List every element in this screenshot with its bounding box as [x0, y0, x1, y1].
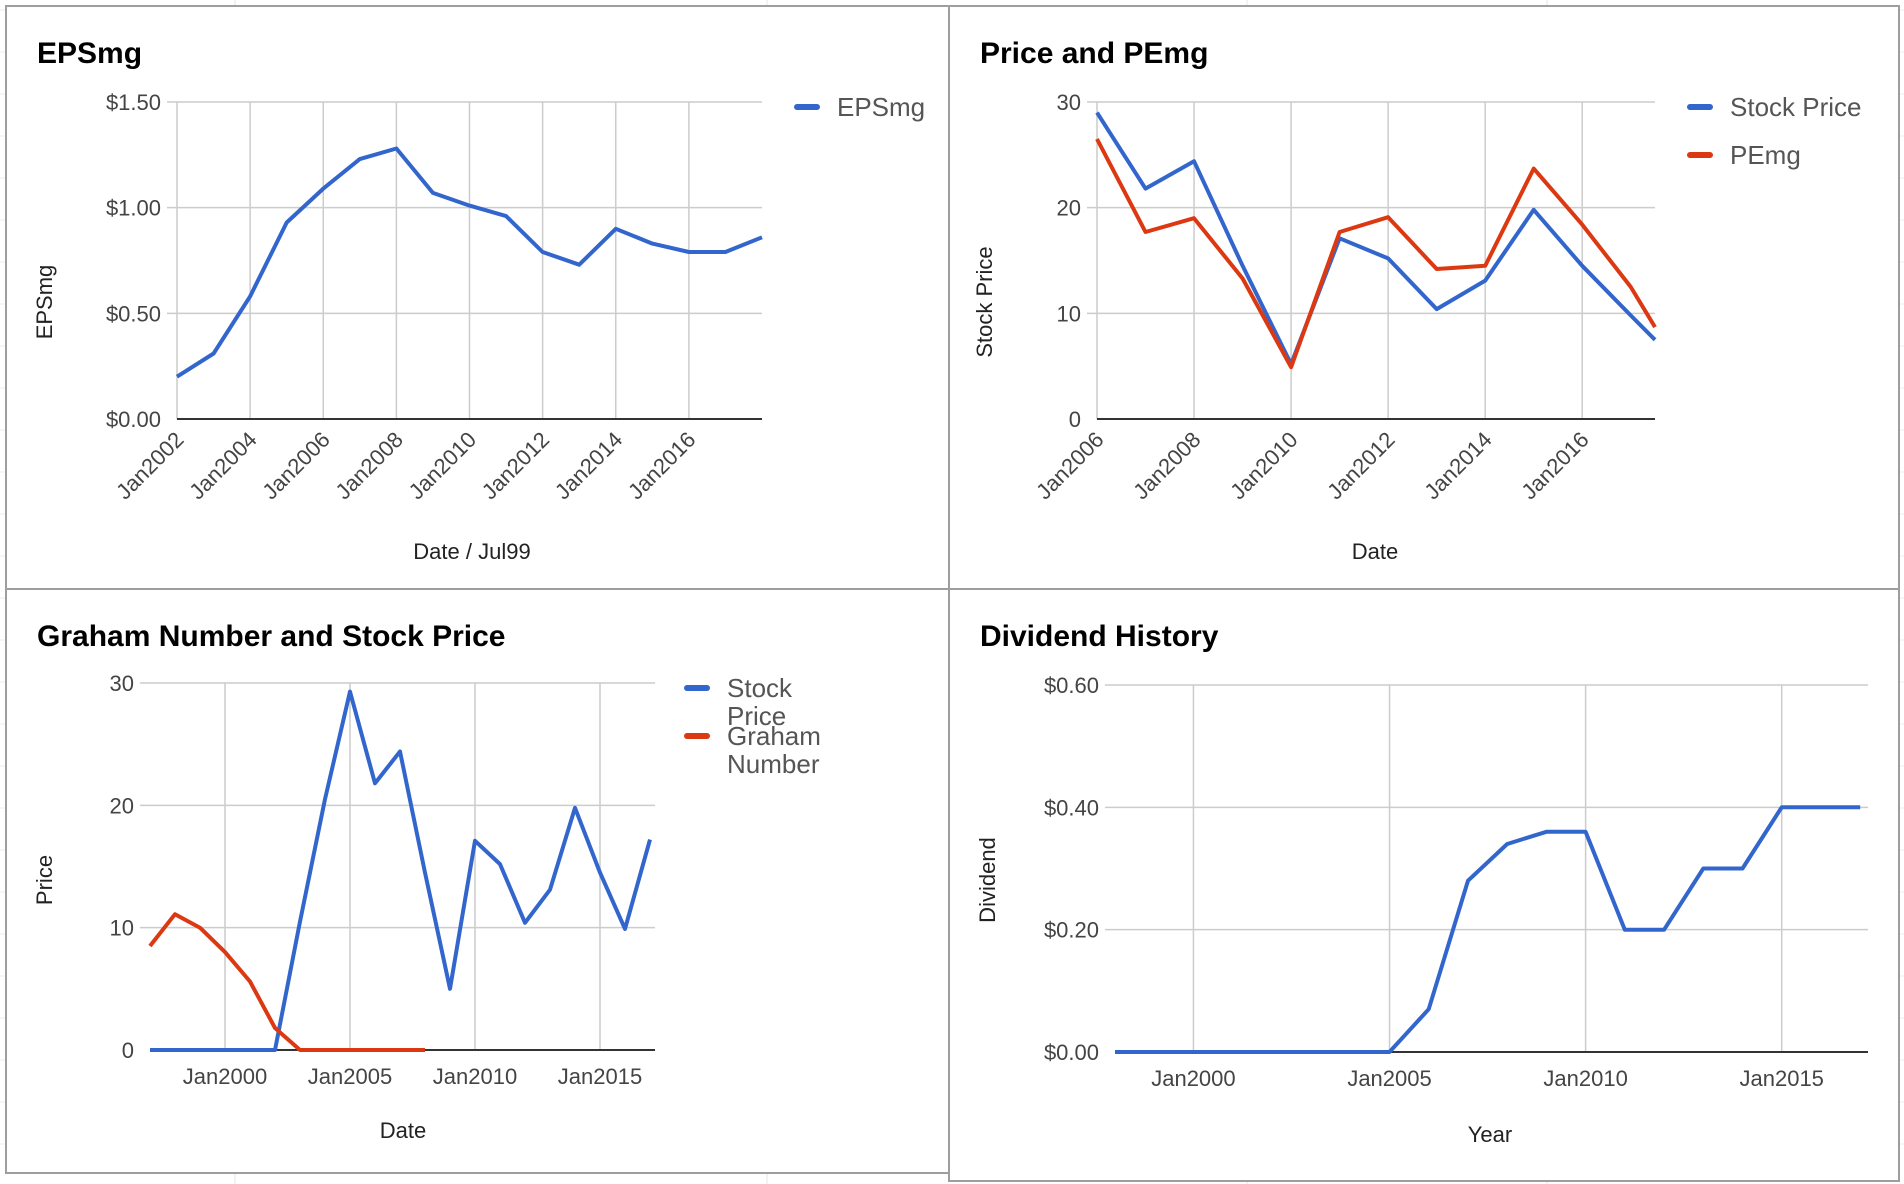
x-tick-label: Jan2005 [1347, 1066, 1431, 1091]
legend-label: PEmg [1730, 140, 1801, 170]
dividend-chart: $0.00 $0.20 $0.40 $0.60 Jan2000 Jan2005 Jan201… [975, 673, 1868, 1147]
graham-chart: 0 10 20 30 Jan2000 Jan2005 Jan2010 Jan2015 Date P… [32, 671, 821, 1143]
y-tick-label: $0.60 [1044, 673, 1099, 698]
legend-label: EPSmg [837, 92, 925, 122]
price-pe-chart: 0 10 20 30 Jan2006 Jan2008 Jan2010 Jan2012 Jan20… [972, 90, 1862, 564]
y-tick-label: 10 [1057, 301, 1081, 326]
y-tick-label: $0.20 [1044, 918, 1099, 943]
x-tick-label: Jan2005 [308, 1064, 392, 1089]
x-tick-label: Jan2012 [1322, 427, 1399, 504]
y-tick-label: 30 [1057, 90, 1081, 115]
price-pe-chart-panel[interactable]: Price and PEmg 0 10 20 30 Jan2006 Jan2008 Jan2… [948, 5, 1900, 590]
y-tick-label: 20 [1057, 196, 1081, 221]
x-tick-label: Jan2016 [1516, 427, 1593, 504]
x-tick-label: Jan2016 [623, 427, 700, 504]
chart-title: Dividend History [980, 620, 1219, 653]
x-axis-title: Date / Jul99 [413, 539, 530, 564]
dividend-chart-panel[interactable]: Dividend History $0.00 $0.20 $0.40 $0.60 Jan… [948, 588, 1900, 1182]
x-tick-label: Jan2000 [183, 1064, 267, 1089]
x-tick-label: Jan2012 [477, 427, 554, 504]
x-tick-label: Jan2008 [331, 427, 408, 504]
y-tick-label: $0.40 [1044, 795, 1099, 820]
chart-title: Graham Number and Stock Price [37, 620, 506, 653]
x-tick-label: Jan2015 [1740, 1066, 1824, 1091]
x-tick-label: Jan2010 [1225, 427, 1302, 504]
chart-title: EPSmg [37, 37, 143, 70]
x-tick-label: Jan2006 [257, 427, 334, 504]
x-axis-title: Year [1468, 1122, 1512, 1147]
eps-chart-panel[interactable]: EPSmg $0.00 $0.50 $1.00 $1.50 Jan2002 Jan2004… [5, 5, 950, 590]
y-tick-label: 0 [122, 1038, 134, 1063]
x-axis-title: Date [1352, 539, 1398, 564]
x-tick-label: Jan2006 [1031, 427, 1108, 504]
x-tick-label: Jan2010 [1543, 1066, 1627, 1091]
x-axis-title: Date [380, 1118, 426, 1143]
y-tick-label: $0.00 [1044, 1040, 1099, 1065]
y-axis-title: Price [32, 855, 57, 905]
series-line [150, 689, 652, 1052]
y-tick-label: $0.00 [106, 407, 161, 432]
legend-label: Graham Number [727, 721, 821, 779]
series-line [175, 146, 763, 379]
x-tick-label: Jan2000 [1151, 1066, 1235, 1091]
series-line [148, 912, 425, 1052]
y-tick-label: $1.50 [106, 90, 161, 115]
series-line [1095, 138, 1657, 370]
series-line [1115, 805, 1861, 1054]
x-tick-label: Jan2004 [184, 427, 261, 504]
series-line [1095, 111, 1657, 367]
y-axis-title: Stock Price [972, 246, 997, 357]
x-tick-label: Jan2014 [550, 427, 627, 504]
y-tick-label: $1.00 [106, 196, 161, 221]
x-tick-label: Jan2015 [558, 1064, 642, 1089]
chart-title: Price and PEmg [980, 37, 1209, 70]
y-axis-title: Dividend [975, 837, 1000, 923]
y-tick-label: 30 [110, 671, 134, 696]
y-tick-label: 10 [110, 916, 134, 941]
x-tick-label: Jan2010 [433, 1064, 517, 1089]
x-tick-label: Jan2014 [1419, 427, 1496, 504]
x-tick-label: Jan2008 [1128, 427, 1205, 504]
y-tick-label: $0.50 [106, 301, 161, 326]
eps-chart: $0.00$0.50$1.00$1.50Jan2002Jan2004Jan200… [32, 90, 925, 564]
y-axis-title: EPSmg [32, 265, 57, 340]
legend-label: Stock Price [727, 673, 793, 731]
y-tick-label: 0 [1069, 407, 1081, 432]
y-tick-label: 20 [110, 793, 134, 818]
legend-label: Stock Price [1730, 92, 1862, 122]
graham-chart-panel[interactable]: Graham Number and Stock Price 0 10 20 30 Jan… [5, 588, 950, 1174]
x-tick-label: Jan2002 [111, 427, 188, 504]
x-tick-label: Jan2010 [404, 427, 481, 504]
